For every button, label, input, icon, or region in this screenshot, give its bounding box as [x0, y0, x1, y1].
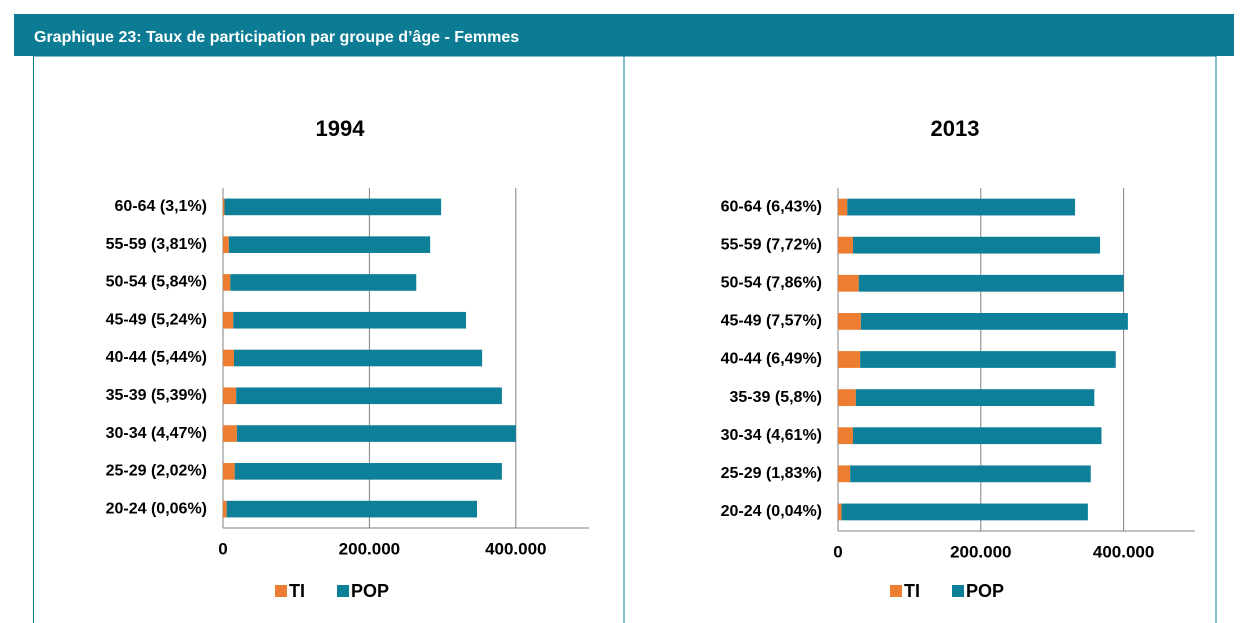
- y-tick-label: 35-39 (5,8%): [730, 389, 823, 406]
- bar-segment: [228, 236, 431, 253]
- y-tick-label: 40-44 (5,44%): [106, 349, 207, 366]
- bar-segment: [234, 463, 502, 480]
- y-tick-label: 20-24 (0,06%): [106, 500, 207, 517]
- bar-segment: [223, 274, 231, 291]
- y-tick-label: 20-24 (0,04%): [721, 503, 822, 520]
- left-panel: [33, 55, 625, 623]
- bar-segment: [223, 387, 237, 405]
- header-bar: [14, 14, 1234, 56]
- legend-label: TI: [904, 581, 920, 601]
- x-tick-label: 0: [218, 539, 227, 558]
- bar-segment: [230, 274, 417, 291]
- bar-segment: [838, 274, 859, 292]
- bar-segment: [233, 311, 467, 329]
- header-title: Graphique 23: Taux de participation par …: [34, 29, 519, 46]
- y-tick-label: 40-44 (6,49%): [721, 351, 822, 368]
- bar-segment: [233, 349, 483, 367]
- bar-segment: [847, 198, 1076, 216]
- bar-segment: [841, 503, 1088, 521]
- bar-segment: [223, 425, 237, 442]
- bar-segment: [860, 313, 1128, 330]
- y-tick-label: 25-29 (2,02%): [106, 463, 207, 480]
- bar-segment: [838, 313, 861, 330]
- y-tick-label: 60-64 (3,1%): [115, 198, 208, 215]
- chart-title: 1994: [316, 116, 366, 141]
- y-tick-label: 55-59 (3,81%): [106, 236, 207, 253]
- legend-label: POP: [966, 581, 1004, 601]
- bar-segment: [236, 425, 516, 442]
- bar-segment: [838, 236, 853, 254]
- y-tick-label: 50-54 (7,86%): [721, 274, 822, 291]
- legend-swatch: [952, 585, 964, 597]
- bar-segment: [838, 503, 842, 521]
- y-tick-label: 35-39 (5,39%): [106, 387, 207, 404]
- bar-segment: [850, 465, 1091, 483]
- legend-swatch: [337, 585, 349, 597]
- y-tick-label: 55-59 (7,72%): [721, 236, 822, 253]
- bar-segment: [858, 274, 1124, 292]
- chart-title: 2013: [931, 116, 980, 141]
- bar-segment: [223, 311, 234, 329]
- y-tick-label: 60-64 (6,43%): [721, 198, 822, 215]
- bar-segment: [236, 387, 502, 405]
- x-tick-label: 400.000: [1093, 542, 1154, 561]
- bar-segment: [852, 236, 1101, 254]
- y-tick-label: 45-49 (5,24%): [106, 311, 207, 328]
- legend-label: POP: [351, 581, 389, 601]
- y-tick-label: 25-29 (1,83%): [721, 465, 822, 482]
- bar-segment: [223, 500, 227, 518]
- y-tick-label: 30-34 (4,61%): [721, 427, 822, 444]
- x-tick-label: 0: [833, 542, 842, 561]
- bar-segment: [223, 198, 225, 216]
- bar-segment: [855, 389, 1095, 406]
- legend-swatch: [890, 585, 902, 597]
- bar-segment: [223, 236, 229, 253]
- legend-swatch: [275, 585, 287, 597]
- legend-label: TI: [289, 581, 305, 601]
- bar-segment: [852, 427, 1102, 445]
- y-tick-label: 50-54 (5,84%): [106, 274, 207, 291]
- bar-segment: [223, 349, 234, 367]
- bar-segment: [838, 351, 861, 368]
- bar-segment: [223, 463, 235, 480]
- y-tick-label: 30-34 (4,47%): [106, 425, 207, 442]
- x-tick-label: 400.000: [485, 539, 546, 558]
- x-tick-label: 200.000: [339, 539, 400, 558]
- bar-segment: [838, 465, 851, 483]
- bar-segment: [838, 198, 848, 216]
- right-panel: [623, 55, 1217, 623]
- bar-segment: [838, 427, 853, 445]
- bar-segment: [226, 500, 478, 518]
- bar-segment: [860, 351, 1116, 368]
- bar-segment: [838, 389, 856, 406]
- bar-segment: [224, 198, 442, 216]
- x-tick-label: 200.000: [950, 542, 1011, 561]
- y-tick-label: 45-49 (7,57%): [721, 313, 822, 330]
